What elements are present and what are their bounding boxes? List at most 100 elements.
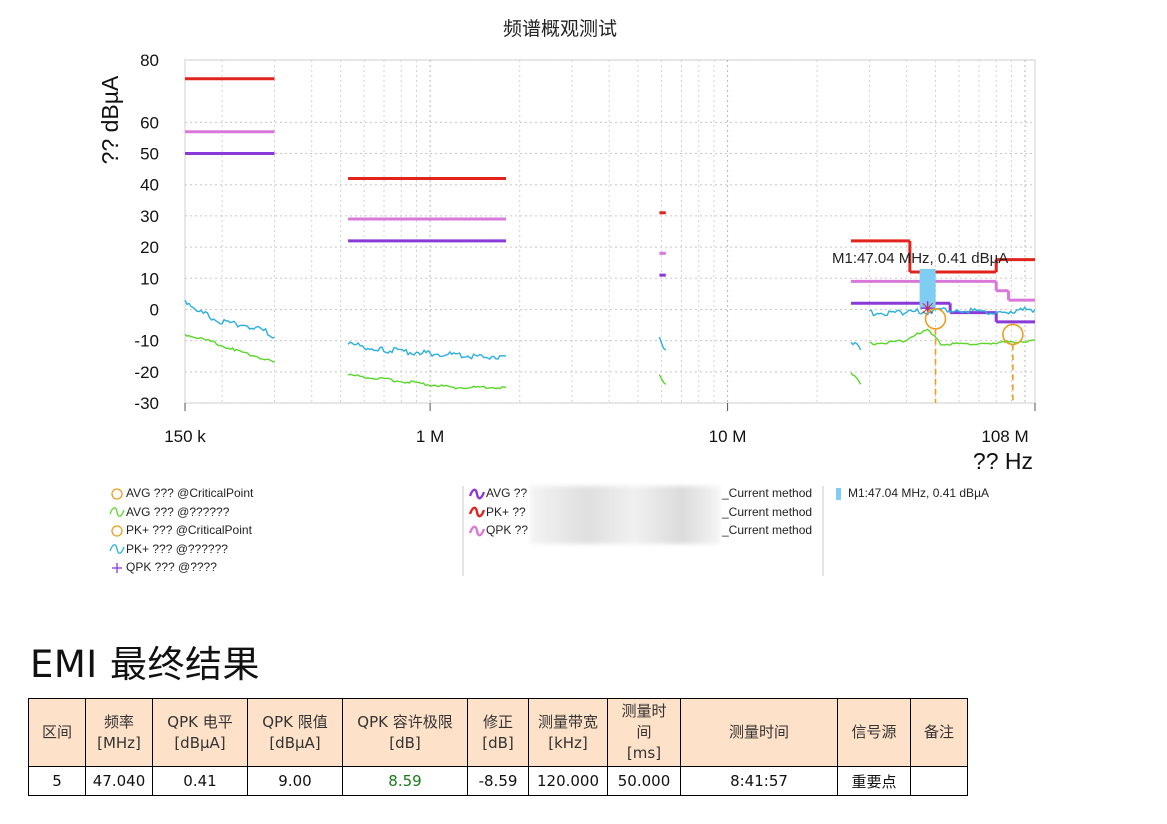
- legend-symbol: [108, 484, 126, 503]
- y-tick-label: 20: [140, 238, 159, 257]
- wave-purple-icon: [468, 488, 486, 500]
- table-header: QPK 限值 [dBµA]: [247, 698, 343, 767]
- legend-limits: AVG ?? _Current method PK+ ?? _Current meth…: [468, 484, 812, 540]
- chart-title: 频谱概观测试: [502, 18, 617, 40]
- trace-pkplus: [869, 306, 1036, 317]
- y-tick-label: 40: [140, 176, 159, 195]
- table-header: 测量带宽 [kHz]: [528, 698, 608, 767]
- legend-entry: AVG ??? @CriticalPoint: [108, 484, 253, 503]
- wave-red-icon: [468, 506, 486, 518]
- table-cell: 8.59: [342, 766, 468, 796]
- legend-entry: M1:47.04 MHz, 0.41 dBµA: [830, 484, 989, 503]
- table-cell: -8.59: [467, 766, 529, 796]
- legend-symbol: [468, 521, 486, 540]
- legend-divider: [822, 486, 824, 576]
- result-table: 区间 频率 [MHz] QPK 电平 [dBµA] QPK 限值 [dBµA] QPK 容许极…: [28, 698, 968, 796]
- circle-orange-icon: [111, 488, 123, 500]
- legend-entry: AVG ??? @??????: [108, 503, 253, 522]
- y-tick-label: 80: [140, 51, 159, 70]
- redacted-region: [530, 486, 720, 544]
- bar-blue-icon: [836, 487, 841, 500]
- legend-label-prefix: QPK ??: [486, 523, 529, 537]
- legend-label-prefix: AVG ??: [486, 486, 528, 500]
- table-cell: [910, 766, 968, 796]
- legend-label: QPK ??? @????: [126, 560, 217, 574]
- table-cell: 50.000: [607, 766, 681, 796]
- legend-entry: QPK ?? _Current method: [468, 521, 812, 540]
- legend-label: M1:47.04 MHz, 0.41 dBµA: [848, 486, 989, 500]
- y-tick-label: 60: [140, 113, 159, 132]
- table-header: 修正 [dB]: [467, 698, 529, 767]
- table-header: 测量时间: [680, 698, 838, 767]
- legend-symbol: [468, 503, 486, 522]
- qpk-point: [922, 302, 933, 314]
- legend-symbol: [108, 558, 126, 577]
- table-header: 备注: [910, 698, 968, 767]
- legend-symbol: [468, 484, 486, 503]
- x-tick-label: 1 M: [416, 427, 444, 446]
- legend-critical: AVG ??? @CriticalPoint AVG ??? @?????? PK+…: [108, 484, 253, 577]
- table-cell: 47.040: [85, 766, 153, 796]
- table-row: 5 47.040 0.41 9.00 8.59 -8.59 120.000 50.000 8:4…: [28, 766, 968, 796]
- legend-entry: PK+ ??? @??????: [108, 540, 253, 559]
- legend-label: PK+ ??? @CriticalPoint: [126, 523, 252, 537]
- trace-pkplus: [850, 341, 862, 351]
- trace-avg: [184, 333, 275, 364]
- table-cell: 5: [28, 766, 86, 796]
- legend-symbol: [108, 503, 126, 522]
- y-tick-label: -20: [134, 363, 159, 382]
- table-cell: 8:41:57: [680, 766, 838, 796]
- y-tick-label: 50: [140, 145, 159, 164]
- table-header: 频率 [MHz]: [85, 698, 153, 767]
- table-header: 信号源: [837, 698, 911, 767]
- trace-avg: [869, 328, 1036, 346]
- legend-label-prefix: PK+ ??: [486, 504, 526, 519]
- legend-symbol: [830, 484, 848, 503]
- legend-label-suffix: _Current method: [722, 486, 813, 500]
- table-cell: 9.00: [247, 766, 343, 796]
- y-tick-label: -30: [134, 394, 159, 413]
- legend-symbol: [108, 521, 126, 540]
- wave-green-icon: [109, 507, 125, 518]
- table-cell: 0.41: [152, 766, 248, 796]
- table-header: 测量时间 [ms]: [607, 698, 681, 767]
- legend-label: AVG ??? @??????: [126, 504, 230, 519]
- legend-entry: PK+ ?? _Current method: [468, 503, 812, 522]
- y-tick-label: 10: [140, 269, 159, 288]
- legend-marker: M1:47.04 MHz, 0.41 dBµA: [830, 484, 989, 503]
- legend-symbol: [108, 540, 126, 559]
- x-axis-label: ?? Hz: [973, 448, 1033, 474]
- wave-cyan-icon: [109, 544, 125, 555]
- trace-pkplus: [347, 341, 507, 360]
- table-cell: 120.000: [528, 766, 608, 796]
- trace-avg: [347, 373, 507, 390]
- wave-pink-icon: [468, 525, 486, 537]
- x-tick-label: 150 k: [164, 427, 206, 446]
- trace-avg: [850, 372, 862, 385]
- plot-frame: [184, 59, 1036, 404]
- table-header: QPK 电平 [dBµA]: [152, 698, 248, 767]
- legend-label-suffix: _Current method: [722, 523, 813, 537]
- y-tick-label: 30: [140, 207, 159, 226]
- marker-annotation: M1:47.04 MHz, 0.41 dBµA: [832, 250, 1008, 267]
- y-tick-label: -10: [134, 332, 159, 351]
- table-header: 区间: [28, 698, 86, 767]
- trace-pkplus: [184, 299, 275, 339]
- marker-m1-bar: [919, 268, 936, 309]
- plus-purple-icon: [112, 562, 122, 573]
- trace-avg: [658, 374, 667, 385]
- table-cell: 重要点: [837, 766, 911, 796]
- legend-label: AVG ??? @CriticalPoint: [126, 486, 254, 500]
- legend-entry: AVG ?? _Current method: [468, 484, 812, 503]
- legend-entry: PK+ ??? @CriticalPoint: [108, 521, 253, 540]
- legend-label-suffix: _Current method: [722, 504, 813, 519]
- legend-entry: QPK ??? @????: [108, 558, 253, 577]
- section-title: EMI 最终结果: [30, 643, 260, 686]
- x-tick-label: 108 M: [981, 427, 1028, 446]
- trace-pkplus: [658, 336, 667, 351]
- spectrum-chart: M1:47.04 MHz, 0.41 dBµA 80 60 50 40 30 20 10 0 -…: [97, 51, 1036, 474]
- table-header: QPK 容许极限 [dB]: [342, 698, 468, 767]
- y-axis-label: ?? dBµA: [97, 75, 123, 164]
- y-tick-label: 0: [150, 300, 159, 319]
- circle-orange-icon: [111, 525, 123, 537]
